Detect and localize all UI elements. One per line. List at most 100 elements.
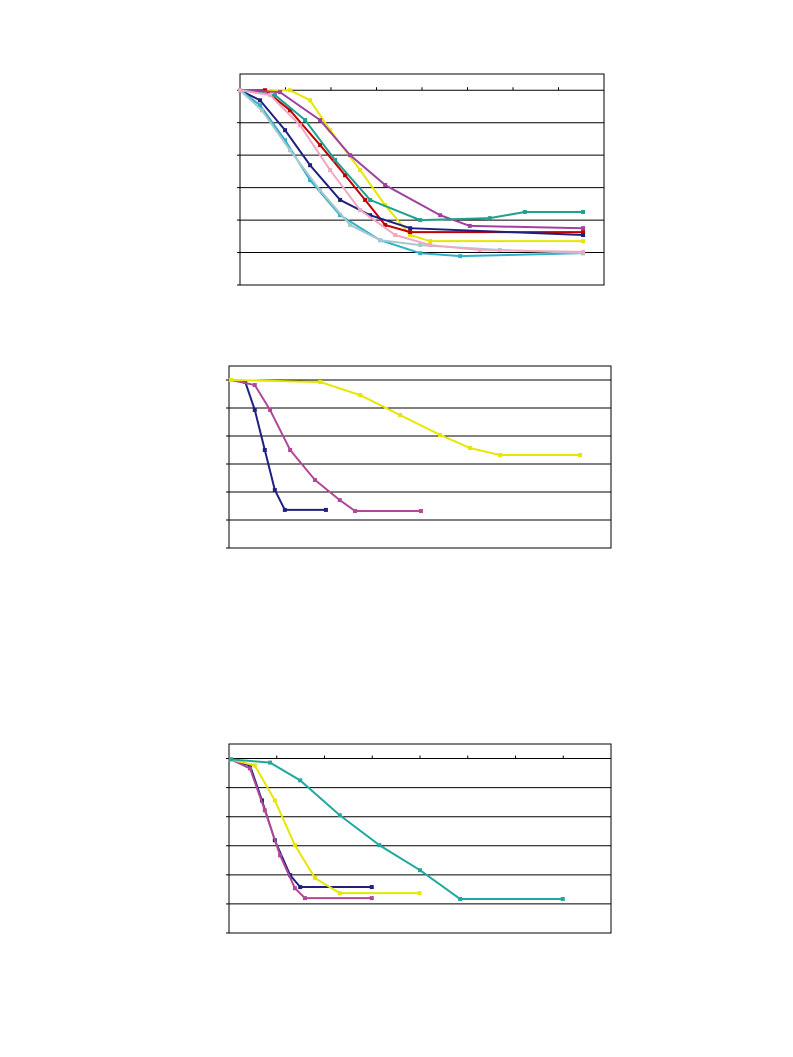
- point-marker: [560, 896, 565, 901]
- point-marker: [581, 226, 586, 231]
- point-marker: [283, 138, 288, 143]
- point-marker: [378, 238, 383, 243]
- point-marker: [467, 223, 472, 228]
- series-line: [239, 89, 584, 230]
- point-marker: [581, 230, 586, 235]
- point-marker: [408, 226, 413, 231]
- series-line: [230, 379, 580, 457]
- point-marker: [368, 197, 373, 202]
- point-marker: [262, 448, 267, 452]
- point-marker: [259, 108, 264, 113]
- point-marker: [252, 763, 257, 768]
- point-marker: [292, 886, 297, 891]
- point-marker: [363, 197, 368, 202]
- point-marker: [337, 813, 342, 818]
- point-marker: [369, 885, 374, 890]
- point-marker: [581, 233, 586, 238]
- point-marker: [288, 148, 293, 153]
- point-marker: [348, 153, 353, 158]
- point-marker: [487, 216, 492, 221]
- point-marker: [318, 118, 323, 123]
- point-marker: [318, 379, 323, 384]
- point-marker: [358, 393, 363, 398]
- point-marker: [302, 896, 307, 901]
- point-marker: [282, 507, 287, 512]
- point-marker: [581, 209, 586, 214]
- point-marker: [408, 233, 413, 238]
- series-line: [230, 379, 421, 513]
- point-marker: [337, 891, 342, 896]
- point-marker: [343, 173, 348, 178]
- point-marker: [333, 158, 338, 163]
- point-marker: [243, 379, 248, 384]
- point-marker: [303, 118, 308, 123]
- point-marker: [477, 247, 482, 252]
- point-marker: [263, 88, 268, 93]
- point-marker: [458, 896, 463, 901]
- point-marker: [268, 407, 273, 412]
- point-marker: [458, 254, 463, 259]
- point-marker: [418, 251, 423, 256]
- point-marker: [522, 209, 527, 214]
- point-marker: [228, 378, 233, 382]
- point-marker: [288, 448, 293, 452]
- point-marker: [383, 183, 388, 188]
- point-marker: [288, 873, 293, 878]
- point-marker: [262, 808, 267, 813]
- point-marker: [228, 757, 233, 762]
- point-marker: [337, 498, 342, 503]
- point-marker: [318, 143, 323, 148]
- point-marker: [298, 778, 303, 783]
- point-marker: [418, 868, 422, 873]
- point-marker: [278, 853, 283, 858]
- point-marker: [438, 213, 443, 218]
- point-marker: [369, 896, 374, 901]
- point-marker: [273, 93, 278, 98]
- point-marker: [298, 123, 303, 128]
- point-marker: [288, 88, 293, 93]
- point-marker: [368, 213, 373, 218]
- point-marker: [581, 239, 586, 244]
- point-marker: [353, 509, 358, 514]
- point-marker: [498, 453, 503, 458]
- point-marker: [308, 98, 313, 103]
- point-marker: [358, 208, 363, 213]
- point-marker: [418, 509, 423, 514]
- point-marker: [383, 222, 388, 227]
- point-marker: [268, 760, 273, 765]
- point-marker: [408, 230, 413, 235]
- point-marker: [252, 407, 257, 412]
- point-marker: [468, 446, 473, 451]
- point-marker: [418, 243, 423, 248]
- point-marker: [417, 891, 422, 896]
- plot-frame: [239, 73, 605, 286]
- point-marker: [397, 413, 402, 417]
- point-marker: [377, 843, 382, 848]
- point-marker: [268, 93, 273, 98]
- point-marker: [428, 239, 433, 244]
- point-marker: [312, 876, 317, 881]
- point-marker: [328, 168, 333, 173]
- point-marker: [252, 383, 257, 388]
- point-marker: [308, 163, 313, 168]
- point-marker: [581, 249, 586, 254]
- point-marker: [328, 128, 333, 133]
- point-marker: [258, 98, 263, 103]
- point-marker: [258, 103, 263, 108]
- point-marker: [438, 432, 443, 437]
- point-marker: [338, 213, 343, 218]
- point-marker: [393, 233, 398, 238]
- point-marker: [312, 477, 317, 482]
- point-marker: [418, 218, 423, 223]
- point-marker: [288, 108, 293, 113]
- point-marker: [348, 222, 353, 227]
- point-marker: [323, 507, 328, 512]
- point-marker: [283, 128, 288, 133]
- point-marker: [308, 178, 313, 183]
- plot-frame: [228, 365, 612, 549]
- point-marker: [318, 188, 323, 193]
- point-marker: [238, 88, 242, 93]
- point-marker: [272, 798, 277, 803]
